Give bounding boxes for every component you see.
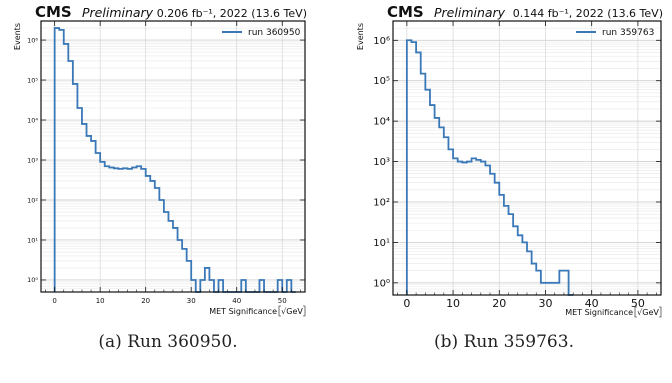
chart-a-y-tick-label: 10³ bbox=[27, 156, 38, 164]
chart-a-x-axis-label: MET Significance bbox=[209, 307, 277, 316]
chart-b-x-tick-label: 0 bbox=[403, 297, 410, 310]
chart-b-y-axis-label: Events bbox=[356, 23, 365, 50]
chart-a-x-tick-label: 40 bbox=[232, 297, 241, 305]
chart-b-experiment-label: CMS bbox=[387, 3, 424, 21]
figure-a: CMS Preliminary 0.206 fb⁻¹, 2022 (13.6 TeV… bbox=[13, 3, 307, 352]
chart-b-x-tick-label: 10 bbox=[446, 297, 460, 310]
chart-a-y-axis-label: Events bbox=[13, 23, 22, 50]
chart-a-y-tick-label: 10⁰ bbox=[27, 276, 38, 284]
chart-a-y-tick-label: 10¹ bbox=[27, 236, 38, 244]
chart-a-x-tick-label: 30 bbox=[187, 297, 196, 305]
chart-a-x-unit-bracket-right bbox=[303, 305, 306, 317]
histogram-chart-b: CMS Preliminary 0.144 fb⁻¹, 2022 (13.6 TeV… bbox=[356, 3, 663, 318]
chart-b-y-tick-label: 10⁴ bbox=[373, 117, 390, 128]
chart-a-x-tick-label: 10 bbox=[96, 297, 105, 305]
chart-b-x-axis: 0 10 20 30 40 50 bbox=[397, 21, 657, 310]
chart-a-x-axis-unit: √GeV bbox=[281, 307, 303, 316]
chart-b-y-tick-label: 10⁰ bbox=[373, 278, 390, 289]
caption-a: (a) Run 360950. bbox=[98, 332, 238, 352]
chart-a-grid bbox=[41, 20, 305, 293]
chart-b-plot-frame bbox=[392, 20, 662, 296]
chart-b-x-axis-label: MET Significance bbox=[565, 308, 633, 317]
chart-a-y-tick-label: 10² bbox=[27, 196, 38, 204]
chart-b-grid bbox=[393, 20, 661, 296]
chart-a-y-axis: 10⁰ 10¹ 10² 10³ 10⁴ 10⁵ 10⁶ bbox=[27, 36, 305, 284]
chart-b-x-tick-label: 20 bbox=[492, 297, 506, 310]
chart-b-status-label: Preliminary bbox=[434, 5, 506, 20]
chart-b-y-tick-label: 10² bbox=[373, 197, 390, 208]
chart-a-x-unit-bracket-left bbox=[278, 305, 281, 317]
chart-a-x-tick-label: 50 bbox=[278, 297, 287, 305]
chart-b-y-tick-label: 10⁶ bbox=[373, 36, 390, 47]
chart-b-y-axis: 10⁰ 10¹ 10² 10³ 10⁴ 10⁵ 10⁶ bbox=[373, 36, 661, 289]
chart-b-x-unit-bracket-right bbox=[659, 306, 662, 318]
chart-b-x-tick-label: 40 bbox=[585, 297, 599, 310]
chart-b-lumi-label: 0.144 fb⁻¹, 2022 (13.6 TeV) bbox=[513, 7, 663, 20]
chart-a-y-tick-label: 10⁴ bbox=[27, 116, 38, 124]
chart-b-x-axis-unit: √GeV bbox=[637, 308, 659, 317]
chart-b-series-line bbox=[405, 39, 574, 296]
chart-a-plot-frame bbox=[40, 20, 306, 293]
chart-a-legend-label: run 360950 bbox=[248, 28, 301, 38]
chart-b-legend-label: run 359763 bbox=[602, 28, 654, 38]
chart-a-x-axis: 0 10 20 30 40 50 bbox=[45, 21, 301, 305]
caption-b: (b) Run 359763. bbox=[434, 332, 574, 352]
chart-a-x-tick-label: 20 bbox=[141, 297, 150, 305]
chart-b-x-unit-bracket-left bbox=[634, 306, 637, 318]
chart-a-experiment-label: CMS bbox=[35, 3, 72, 21]
chart-b-x-tick-label: 50 bbox=[631, 297, 645, 310]
chart-b-y-tick-label: 10³ bbox=[373, 157, 390, 168]
chart-a-x-tick-label: 0 bbox=[52, 297, 56, 305]
chart-a-status-label: Preliminary bbox=[82, 5, 154, 20]
chart-a-lumi-label: 0.206 fb⁻¹, 2022 (13.6 TeV) bbox=[157, 7, 307, 20]
chart-a-y-tick-label: 10⁶ bbox=[27, 36, 38, 44]
chart-a-y-tick-label: 10⁵ bbox=[27, 76, 38, 84]
figure-b: CMS Preliminary 0.144 fb⁻¹, 2022 (13.6 TeV… bbox=[336, 0, 672, 383]
chart-b-x-tick-label: 30 bbox=[538, 297, 552, 310]
histogram-chart-a: CMS Preliminary 0.206 fb⁻¹, 2022 (13.6 TeV… bbox=[13, 3, 307, 317]
chart-b-y-tick-label: 10⁵ bbox=[373, 76, 390, 87]
chart-b-y-tick-label: 10¹ bbox=[373, 238, 390, 249]
